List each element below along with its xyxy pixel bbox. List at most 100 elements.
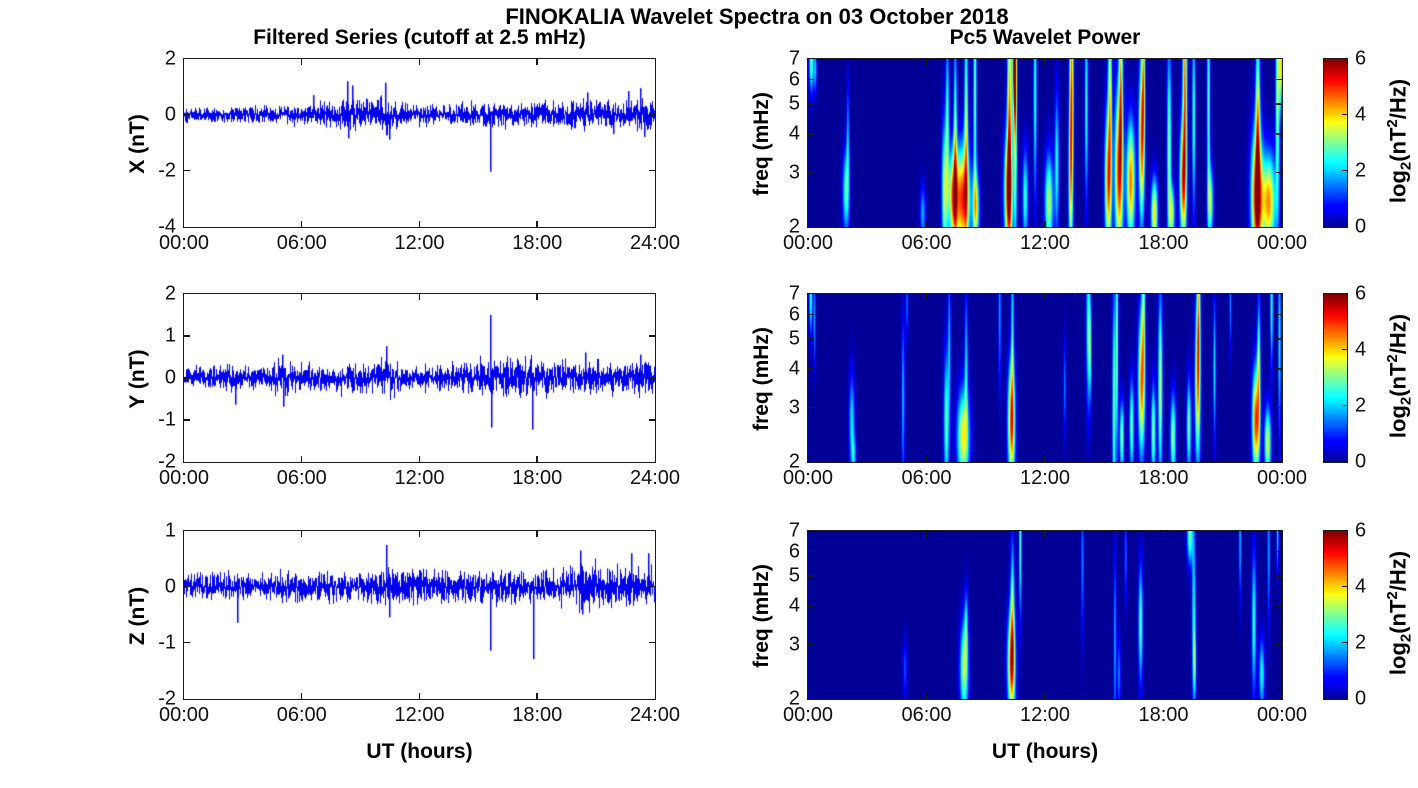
y-tick-label: 4 <box>788 122 800 145</box>
figure-title: FINOKALIA Wavelet Spectra on 03 October … <box>505 4 1009 29</box>
colorbar-x: 0 2 4 6 <box>1323 48 1366 238</box>
colorbar-z-unit-label: log2(nT2/Hz) <box>1384 550 1415 676</box>
y-tick-label: 0 <box>164 575 176 598</box>
x-tick-label: 06:00 <box>901 232 952 254</box>
x-tick-mark <box>300 456 303 462</box>
y-tick-label: -2 <box>158 450 176 473</box>
x-tick-label: 12:00 <box>1019 232 1071 254</box>
x-tick-mark <box>1162 693 1164 699</box>
colorbar-x-unit-label: log2(nT2/Hz) <box>1384 78 1415 204</box>
y-tick-mark <box>808 575 814 577</box>
y-tick-label: 3 <box>788 396 800 419</box>
y-tick-mark <box>1276 643 1282 646</box>
y-tick-mark <box>808 368 814 370</box>
x-tick-label: 12:00 <box>1019 467 1071 489</box>
y-tick-label: 6 <box>788 540 800 563</box>
x-tick-mark <box>300 294 303 300</box>
y-tick-label: 3 <box>788 161 800 184</box>
colorbar-tick-label: 4 <box>1355 103 1367 126</box>
y-tick-mark <box>808 643 814 646</box>
y-tick-label: -2 <box>158 687 176 710</box>
y-tick-mark <box>649 377 655 379</box>
y-tick-mark <box>808 171 814 174</box>
colorbar-tick-mark <box>1342 641 1347 644</box>
colorbar-tick-label: 0 <box>1355 215 1367 238</box>
y-tick-label: 5 <box>788 327 800 350</box>
y-tick-label: 4 <box>788 594 800 617</box>
y-tick-mark <box>649 113 655 116</box>
y-tick-label: 2 <box>164 47 176 70</box>
x-tick-mark <box>1044 59 1046 65</box>
y-tick-mark <box>184 377 190 379</box>
z-spectrogram-freq-axis-label: freq (mHz) <box>750 564 773 668</box>
y-tick-mark <box>1276 313 1282 316</box>
x-wavelet-power-spectrogram: freq (mHz) 00:00 06:00 12:00 18:00 00:00 7 6 5 4… <box>750 48 1307 255</box>
left-column-title: Filtered Series (cutoff at 2.5 mHz) <box>253 26 586 49</box>
x-tick-mark <box>418 531 420 537</box>
x-tick-label: 18:00 <box>1138 467 1189 489</box>
y-tick-label: -1 <box>158 408 176 431</box>
x-tick-mark <box>536 531 538 537</box>
x-tick-label: 18:00 <box>512 467 563 489</box>
x-tick-label: 12:00 <box>394 704 445 726</box>
y-tick-mark <box>184 169 190 172</box>
x-tick-mark <box>1162 59 1164 65</box>
y-tick-mark <box>184 419 190 421</box>
y-tick-mark <box>1276 550 1282 553</box>
y-tick-mark <box>808 406 814 409</box>
x-tick-label: 24:00 <box>629 232 681 254</box>
y-tick-label: -1 <box>158 631 176 654</box>
x-tick-mark <box>925 221 927 227</box>
y-filtered-series-plot: Y (nT) 00:00 06:00 12:00 18:00 24:00 2 1 0 -1 -2 <box>126 283 680 490</box>
x-series-y-axis-label: X (nT) <box>126 114 149 174</box>
x-spectrogram-canvas <box>808 59 1282 227</box>
x-tick-mark <box>1162 221 1164 227</box>
x-filtered-series-canvas <box>184 59 655 227</box>
y-tick-label: 1 <box>164 519 176 542</box>
z-series-y-axis-label: Z (nT) <box>126 586 149 646</box>
x-tick-label: 06:00 <box>276 704 327 726</box>
y-tick-mark <box>649 585 655 588</box>
y-tick-mark <box>808 338 814 340</box>
x-tick-mark <box>418 221 420 227</box>
x-tick-mark <box>536 294 538 300</box>
y-tick-label: 5 <box>788 564 800 587</box>
colorbar-x-canvas <box>1324 59 1347 227</box>
x-tick-label: 00:00 <box>158 467 210 489</box>
z-wavelet-power-spectrogram: freq (mHz) 00:00 06:00 12:00 18:00 00:00 7 6 5 4… <box>750 520 1307 727</box>
x-tick-mark <box>300 693 303 699</box>
y-tick-mark <box>1276 368 1282 370</box>
y-tick-mark <box>649 419 655 421</box>
x-tick-mark <box>536 456 538 462</box>
colorbar-tick-label: 4 <box>1355 575 1367 598</box>
y-tick-label: 6 <box>788 303 800 326</box>
colorbar-tick-mark <box>1342 113 1347 116</box>
x-tick-label: 06:00 <box>901 467 952 489</box>
y-tick-mark <box>808 313 814 316</box>
x-tick-mark <box>418 59 420 65</box>
colorbar-tick-mark <box>1342 404 1347 407</box>
x-tick-mark <box>1044 531 1046 537</box>
x-tick-label: 12:00 <box>1019 704 1071 726</box>
x-tick-label: 12:00 <box>394 232 445 254</box>
x-tick-mark <box>925 59 927 65</box>
x-tick-label: 00:00 <box>1256 467 1308 489</box>
y-tick-label: -2 <box>158 159 176 182</box>
x-tick-label: 18:00 <box>512 704 563 726</box>
y-tick-label: -4 <box>158 215 176 238</box>
y-tick-mark <box>1276 78 1282 81</box>
y-tick-label: 2 <box>788 450 800 473</box>
y-spectrogram-canvas <box>808 294 1282 462</box>
x-tick-mark <box>925 531 927 537</box>
y-series-y-axis-label: Y (nT) <box>126 349 149 409</box>
x-spectrogram-freq-axis-label: freq (mHz) <box>750 92 773 196</box>
y-filtered-series-canvas <box>184 294 655 462</box>
x-tick-mark <box>925 693 927 699</box>
y-tick-label: 3 <box>788 633 800 656</box>
colorbar-tick-label: 6 <box>1355 47 1367 70</box>
y-tick-mark <box>808 133 814 135</box>
colorbar-tick-label: 2 <box>1355 394 1367 417</box>
x-tick-mark <box>300 59 303 65</box>
x-tick-mark <box>536 59 538 65</box>
x-tick-mark <box>418 693 420 699</box>
